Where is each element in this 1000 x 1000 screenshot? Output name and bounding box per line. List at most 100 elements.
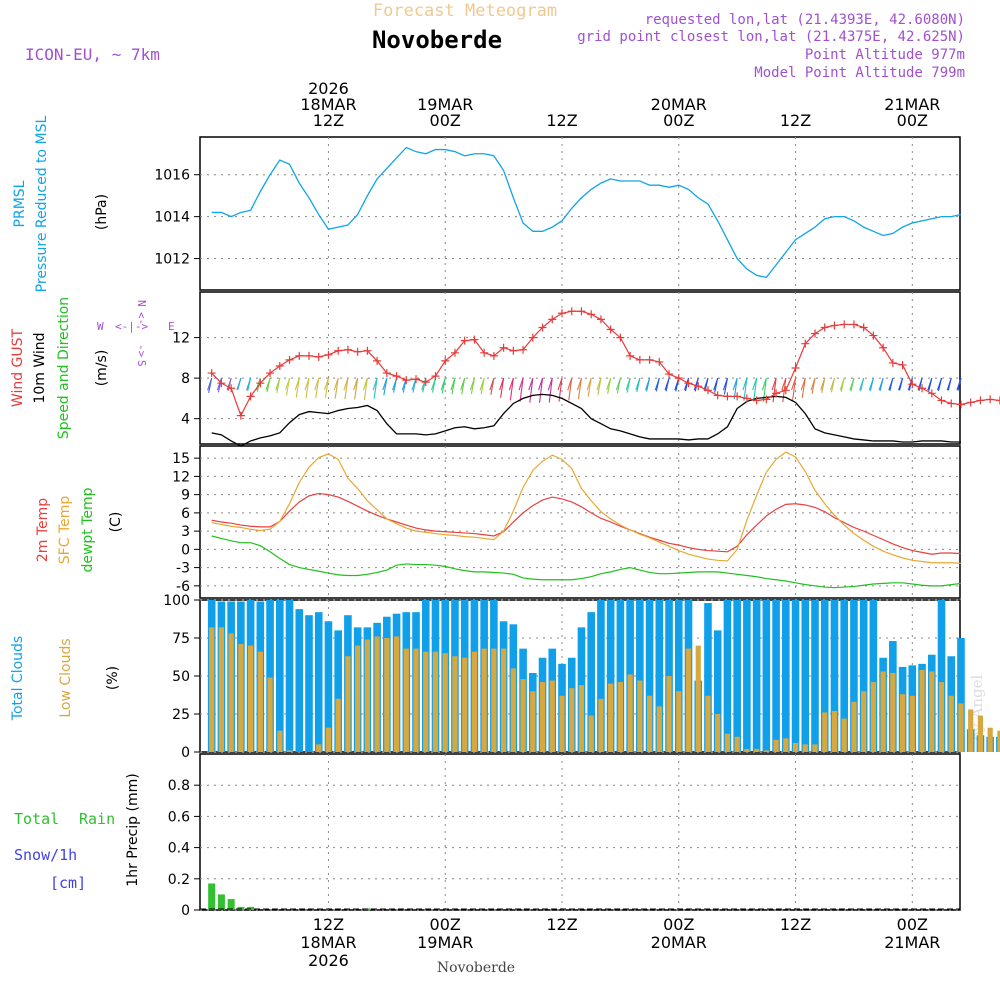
gust-marker xyxy=(986,395,995,404)
wind-barb-head xyxy=(576,377,582,391)
gust-marker xyxy=(402,376,411,385)
wind-barb-head xyxy=(888,377,894,391)
wind-barb-head xyxy=(703,377,709,391)
gust-marker xyxy=(236,411,245,420)
low-cloud-bar xyxy=(364,639,370,752)
total-cloud-bar xyxy=(937,600,946,752)
pressure-frame xyxy=(199,136,961,291)
gust-marker xyxy=(421,378,430,387)
wind-barb-head xyxy=(820,377,826,391)
low-cloud-bar xyxy=(938,682,945,752)
wind-barb-head xyxy=(859,377,865,391)
low-cloud-bar xyxy=(831,710,838,752)
wind-barb-head xyxy=(411,377,417,391)
wind-barb-head xyxy=(450,377,456,391)
wind-barb-head xyxy=(771,377,777,391)
wind-barb xyxy=(568,378,573,401)
svg-text:<-|->: <-|-> xyxy=(115,320,148,333)
low-cloud-bar xyxy=(491,648,497,752)
gust-marker xyxy=(616,333,625,342)
gust-marker xyxy=(937,396,946,405)
low-cloud-bar xyxy=(676,691,682,752)
t2m-label: 2m Temp xyxy=(35,498,51,562)
rain-bar xyxy=(208,883,216,910)
low-cloud-bar xyxy=(685,648,692,752)
low-cloud-bar xyxy=(413,648,419,752)
low-cloud-bar xyxy=(218,627,225,752)
temperature-y-tick-label: 12 xyxy=(172,469,190,485)
svg-text:<-: <- xyxy=(135,312,148,325)
low-cloud-bar xyxy=(968,709,974,752)
low-cloud-bar xyxy=(637,680,643,752)
gust-marker xyxy=(927,389,936,398)
total-cloud-bar xyxy=(713,630,722,752)
gust-marker xyxy=(519,345,528,354)
low-cloud-bar xyxy=(715,714,721,752)
wind-barb-head xyxy=(742,377,748,391)
wind-barb-head xyxy=(752,377,758,391)
low-cloud-bar xyxy=(929,671,935,752)
wind-barb-head xyxy=(839,377,845,391)
wind-barb-head xyxy=(800,377,806,391)
total-cloud-bar xyxy=(820,600,829,752)
gust-marker xyxy=(723,392,732,401)
total-cloud-bar xyxy=(266,600,274,752)
wind-barb-head xyxy=(538,377,544,391)
low-cloud-bar xyxy=(851,701,857,752)
total-cloud-bar xyxy=(334,630,342,752)
total-cloud-bar xyxy=(733,600,741,752)
wind-barb xyxy=(305,378,310,399)
low-cloud-bar xyxy=(471,651,478,752)
precipitation-y-tick-label: 0.8 xyxy=(168,778,190,794)
low-cloud-bar xyxy=(861,691,867,752)
gust-marker xyxy=(596,315,605,324)
total-cloud-bar xyxy=(840,600,848,752)
low-cloud-bar xyxy=(588,715,594,752)
total-cloud-bar xyxy=(859,600,868,752)
gust-marker xyxy=(480,348,489,357)
wind-barb-head xyxy=(693,377,699,391)
wind-barb-head xyxy=(207,377,213,391)
time-label-top: 00Z xyxy=(663,111,694,130)
gust-marker xyxy=(207,369,216,378)
wind-barb-head xyxy=(898,377,904,391)
low-cloud-bar xyxy=(948,695,954,752)
gust-marker xyxy=(898,360,907,369)
time-label-bottom: 00Z xyxy=(663,915,694,934)
low-cloud-bar xyxy=(539,682,546,752)
time-label-top: 00Z xyxy=(897,111,928,130)
wind-barb xyxy=(373,378,378,399)
gust-marker xyxy=(645,355,654,364)
wind-barb xyxy=(538,378,544,403)
low-cloud-bar xyxy=(724,733,731,752)
gust-marker xyxy=(217,379,226,388)
gust-marker xyxy=(441,356,450,365)
temperature-y-tick-label: 15 xyxy=(172,451,190,467)
wind-barb-head xyxy=(645,377,651,391)
wind-barb-head xyxy=(615,377,621,391)
temp-labels: 2m Temp SFC Temp dewpt Temp (C) xyxy=(35,487,124,572)
wind-barb xyxy=(791,378,797,401)
low-cloud-bar xyxy=(792,742,799,752)
gust-marker xyxy=(733,392,742,401)
gust-marker xyxy=(382,369,391,378)
svg-text:->: -> xyxy=(135,344,148,358)
total-cloud-bar xyxy=(674,600,683,752)
wind-barb-head xyxy=(323,377,329,391)
total-cloud-bar xyxy=(743,600,751,752)
pressure-y-tick-label: 1016 xyxy=(154,168,190,184)
time-label-bottom: 00Z xyxy=(897,915,928,934)
low-cloud-bar xyxy=(646,695,653,752)
total-cloud-bar xyxy=(782,600,790,752)
time-label-top: 00Z xyxy=(430,111,461,130)
low-cloud-bar xyxy=(870,682,876,752)
total-label: Total xyxy=(14,810,59,828)
time-label-top: 12Z xyxy=(780,111,811,130)
gust-marker xyxy=(295,351,304,360)
wind-barb xyxy=(334,378,339,399)
wind-barb xyxy=(295,378,300,398)
low-cloud-bar xyxy=(705,695,711,752)
gust-marker xyxy=(869,331,878,340)
compass-w: W xyxy=(97,320,104,333)
gust-marker xyxy=(665,370,674,379)
